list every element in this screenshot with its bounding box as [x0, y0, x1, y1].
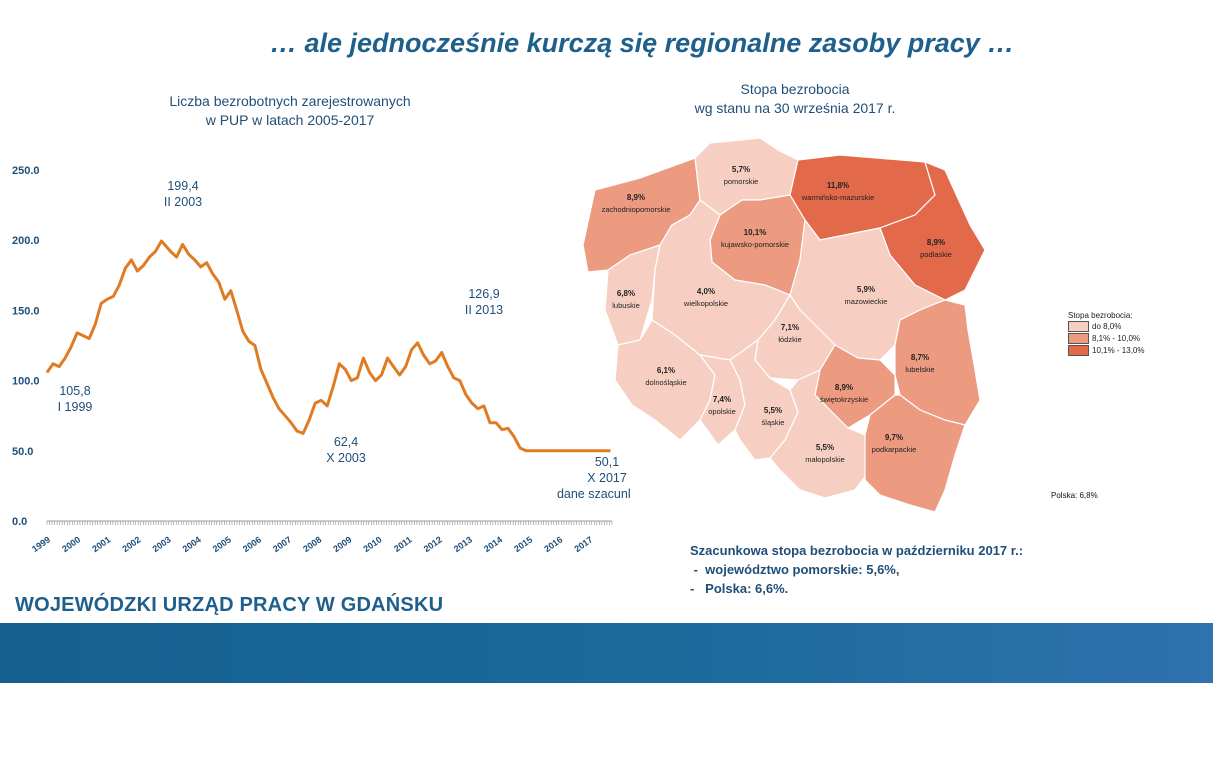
data-annotation: II 2003 — [164, 195, 202, 209]
region-value-label: 5,7% — [732, 165, 750, 174]
region-podkarpackie — [864, 394, 966, 513]
x-tick-label: 2007 — [271, 534, 293, 554]
legend-swatch — [1068, 321, 1089, 332]
x-tick-label: 2003 — [151, 534, 173, 554]
estimate-item-polska: - Polska: 6,6%. — [690, 581, 789, 596]
map-title-line1: Stopa bezrobocia — [740, 81, 850, 97]
legend-item-high: 10,1% - 13,0% — [1068, 345, 1144, 356]
y-tick-label: 150.0 — [12, 305, 40, 317]
region-name-label: mazowieckie — [845, 297, 888, 306]
region-value-label: 6,8% — [617, 289, 635, 298]
x-tick-label: 2009 — [331, 534, 353, 554]
region-name-label: lubuskie — [612, 301, 640, 310]
poland-unemployment-map: 5,7% pomorskie 11,8% warmińsko-mazurskie 8,9… — [582, 137, 986, 513]
region-value-label: 8,9% — [835, 383, 853, 392]
footer-band — [0, 623, 1213, 683]
data-annotation: X 2003 — [326, 451, 366, 465]
data-annotation: 105,8 — [59, 384, 90, 398]
region-value-label: 7,1% — [781, 323, 799, 332]
map-legend: Stopa bezrobocia: do 8,0% 8,1% - 10,0% 1… — [1068, 311, 1144, 356]
poland-rate-note: Polska: 6,8% — [1051, 491, 1098, 500]
data-annotation: 62,4 — [334, 435, 358, 449]
x-tick-label: 1999 — [30, 534, 52, 554]
x-tick-label: 2015 — [512, 534, 534, 554]
data-annotation: I 1999 — [58, 400, 93, 414]
region-name-label: warmińsko-mazurskie — [801, 193, 875, 202]
region-name-label: pomorskie — [724, 177, 759, 186]
x-tick-label: 2004 — [181, 534, 203, 554]
y-tick-label: 250.0 — [12, 165, 40, 177]
slide-title: … ale jednocześnie kurczą się regionalne… — [270, 28, 1015, 58]
region-name-label: zachodniopomorskie — [602, 205, 671, 214]
legend-item-mid: 8,1% - 10,0% — [1068, 333, 1144, 344]
x-tick-label: 2016 — [542, 534, 564, 554]
region-name-label: lubelskie — [905, 365, 934, 374]
region-value-label: 5,5% — [816, 443, 834, 452]
x-tick-label: 2005 — [211, 534, 233, 554]
region-value-label: 4,0% — [697, 287, 715, 296]
region-value-label: 5,9% — [857, 285, 875, 294]
data-annotation: II 2013 — [465, 303, 503, 317]
x-tick-label: 2000 — [60, 534, 82, 554]
data-annotation: dane szacunkowe — [557, 487, 630, 501]
region-name-label: wielkopolskie — [683, 299, 728, 308]
legend-item-low: do 8,0% — [1068, 321, 1144, 332]
series-line — [45, 239, 611, 453]
region-name-label: podlaskie — [920, 250, 952, 259]
map-title-line2: wg stanu na 30 września 2017 r. — [694, 100, 896, 116]
region-value-label: 10,1% — [744, 228, 767, 237]
region-value-label: 9,7% — [885, 433, 903, 442]
x-tick-label: 2006 — [241, 534, 263, 554]
x-tick-label: 2014 — [482, 534, 504, 554]
estimate-heading: Szacunkowa stopa bezrobocia w październi… — [690, 543, 1024, 558]
y-tick-label: 200.0 — [12, 235, 40, 247]
legend-swatch — [1068, 345, 1089, 356]
x-tick-label: 2011 — [392, 534, 414, 553]
region-value-label: 8,7% — [911, 353, 929, 362]
data-annotation: X 2017 — [587, 471, 627, 485]
estimate-item-pomorskie: - województwo pomorskie: 5,6%, — [690, 562, 900, 577]
x-tick-label: 2017 — [572, 534, 594, 554]
y-tick-label: 0.0 — [12, 516, 27, 528]
region-value-label: 6,1% — [657, 366, 675, 375]
map-title: Stopa bezrobocia wg stanu na 30 września… — [650, 80, 940, 118]
line-chart-title: Liczba bezrobotnych zarejestrowanych w P… — [110, 92, 470, 130]
data-annotation: 50,1 — [595, 455, 619, 469]
legend-label: 8,1% - 10,0% — [1092, 334, 1141, 343]
x-tick-label: 2012 — [422, 534, 444, 554]
region-value-label: 8,9% — [627, 193, 645, 202]
data-annotation: 126,9 — [468, 287, 499, 301]
region-value-label: 11,8% — [827, 181, 849, 190]
region-name-label: kujawsko-pomorskie — [721, 240, 789, 249]
region-lubuskie — [604, 244, 661, 346]
unemployment-line-chart: 0.0 50.0 100.0 150.0 200.0 250.0 1999 2000 2001 2… — [12, 165, 630, 554]
y-tick-label: 100.0 — [12, 376, 40, 388]
data-annotation: 199,4 — [167, 179, 198, 193]
region-name-label: podkarpackie — [872, 445, 917, 454]
x-tick-label: 2001 — [90, 534, 112, 554]
region-name-label: dolnośląskie — [645, 378, 686, 387]
x-tick-label: 2002 — [120, 534, 142, 554]
x-tick-label: 2010 — [361, 534, 383, 554]
legend-swatch — [1068, 333, 1089, 344]
legend-label: do 8,0% — [1092, 322, 1122, 331]
y-tick-label: 50.0 — [12, 446, 33, 458]
estimate-box: Szacunkowa stopa bezrobocia w październi… — [690, 541, 1023, 598]
region-value-label: 7,4% — [713, 395, 731, 404]
line-chart-title-line2: w PUP w latach 2005-2017 — [205, 112, 375, 128]
region-value-label: 8,9% — [927, 238, 945, 247]
region-name-label: śląskie — [762, 418, 785, 427]
region-name-label: świętokrzyskie — [820, 395, 868, 404]
region-value-label: 5,5% — [764, 406, 782, 415]
line-chart-title-line1: Liczba bezrobotnych zarejestrowanych — [169, 93, 411, 109]
x-tick-label: 2013 — [452, 534, 474, 554]
region-name-label: łódzkie — [778, 335, 801, 344]
region-name-label: opolskie — [708, 407, 736, 416]
region-name-label: małopolskie — [805, 455, 845, 464]
x-tick-label: 2008 — [301, 534, 323, 554]
organization-name: WOJEWÓDZKI URZĄD PRACY W GDAŃSKU — [15, 594, 444, 616]
region-malopolskie — [769, 368, 871, 499]
legend-label: 10,1% - 13,0% — [1092, 346, 1145, 355]
legend-title: Stopa bezrobocia: — [1068, 311, 1133, 320]
